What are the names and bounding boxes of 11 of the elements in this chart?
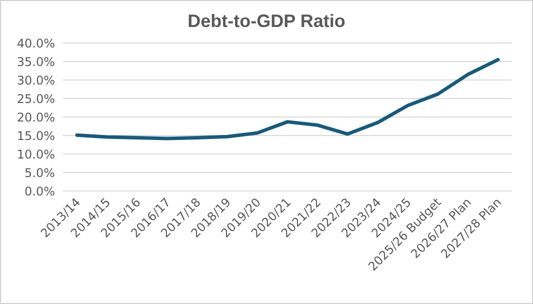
line-series [75, 58, 500, 140]
y-tick-label: 15.0% [16, 128, 55, 143]
y-tick-label: 30.0% [16, 73, 55, 88]
y-tick-label: 25.0% [16, 92, 55, 106]
y-tick-label: 20.0% [16, 110, 55, 124]
y-tick-label: 0.0% [24, 184, 55, 198]
y-tick-label: 40.0% [16, 36, 55, 50]
y-tick-label: 35.0% [16, 54, 55, 69]
chart-title: Debt-to-GDP Ratio [186, 11, 346, 33]
y-tick-label: 10.0% [16, 147, 55, 162]
y-tick-label: 5.0% [24, 166, 55, 180]
